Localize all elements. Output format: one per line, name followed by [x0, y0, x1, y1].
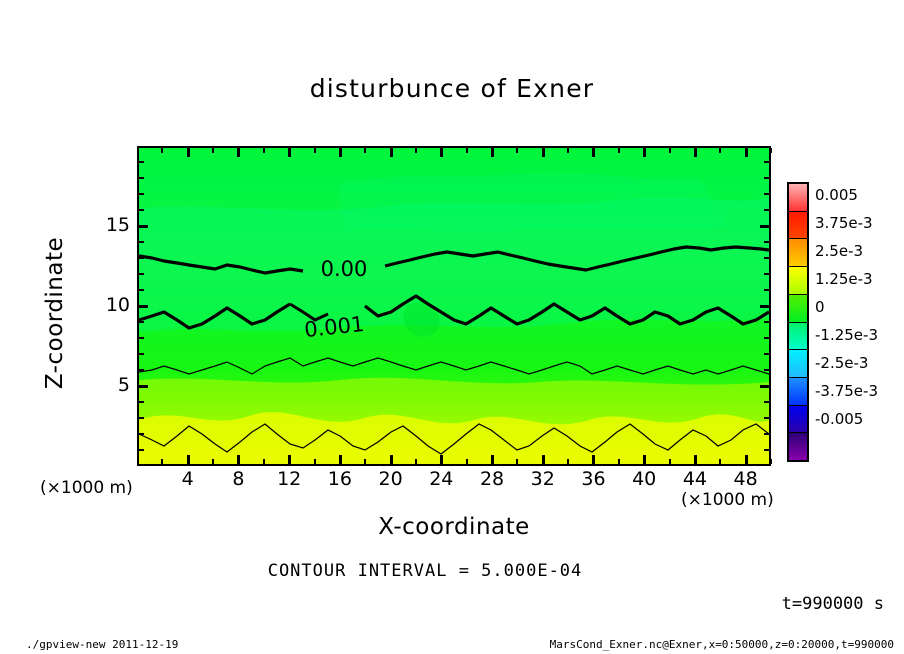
- contour-line-0.001-left: [139, 302, 291, 330]
- contour-line-0.00-left: [139, 254, 304, 275]
- x-tick-label-48: 48: [733, 468, 758, 490]
- contour-plot-area: 0.00 0.001: [137, 146, 771, 466]
- footer-command: ./gpview-new 2011-12-19: [26, 638, 179, 651]
- contour-field: 0.00 0.001: [139, 148, 769, 464]
- x-tick-label-36: 36: [581, 468, 606, 490]
- contour-line-0.00-right: [384, 245, 769, 272]
- x-tick-label-4: 4: [181, 468, 194, 490]
- x-tick-label-12: 12: [277, 468, 302, 490]
- x-tick-label-20: 20: [378, 468, 403, 490]
- colorbar-band-6: [789, 350, 807, 378]
- contour-line-0.0015: [139, 423, 769, 455]
- x-tick-label-32: 32: [530, 468, 555, 490]
- colorbar-label-4: 0: [815, 298, 825, 316]
- y-tick-label-10: 10: [105, 294, 130, 316]
- field-band-upper: [139, 197, 769, 332]
- colorbar-band-9: [789, 433, 807, 461]
- x-units-left: (×1000 m): [40, 478, 133, 498]
- colorbar-label-7: -3.75e-3: [815, 382, 878, 400]
- footer-source: MarsCond_Exner.nc@Exner,x=0:50000,z=0:20…: [549, 638, 894, 651]
- colorbar-label-6: -2.5e-3: [815, 354, 869, 372]
- colorbar-label-1: 3.75e-3: [815, 214, 873, 232]
- contour-line-0.0005: [139, 357, 769, 375]
- colorbar: [787, 182, 809, 462]
- field-patch-a: [339, 173, 729, 232]
- contour-line-0.001-right: [364, 294, 769, 326]
- field-patch-b: [403, 302, 440, 337]
- x-tick-label-16: 16: [327, 468, 352, 490]
- colorbar-label-0: 0.005: [815, 186, 858, 204]
- colorbar-label-2: 2.5e-3: [815, 242, 864, 260]
- x-axis-title: X-coordinate: [378, 514, 530, 540]
- colorbar-label-5: -1.25e-3: [815, 326, 878, 344]
- x-tick-label-24: 24: [429, 468, 454, 490]
- x-units-right: (×1000 m): [681, 490, 774, 510]
- colorbar-band-0: [789, 184, 807, 212]
- colorbar-band-8: [789, 405, 807, 434]
- y-axis-title: Z-coordinate: [42, 236, 68, 390]
- colorbar-band-7: [789, 377, 807, 406]
- colorbar-band-4: [789, 294, 807, 323]
- contour-line-0.001-mid: [289, 302, 329, 322]
- y-tick-labels: 5 10 15: [86, 146, 130, 466]
- contour-label-0.00: 0.00: [321, 257, 368, 281]
- x-tick-label-40: 40: [632, 468, 657, 490]
- x-tick-label-28: 28: [479, 468, 505, 490]
- field-band-bottom: [139, 412, 769, 464]
- contour-interval-text: CONTOUR INTERVAL = 5.000E-04: [267, 561, 583, 581]
- colorbar-band-2: [789, 239, 807, 268]
- colorbar-band-5: [789, 322, 807, 351]
- y-tick-label-5: 5: [117, 374, 130, 396]
- colorbar-label-3: 1.25e-3: [815, 270, 873, 288]
- x-tick-label-44: 44: [682, 468, 707, 490]
- colorbar-label-8: -0.005: [815, 410, 864, 428]
- page-title: disturbunce of Exner: [309, 74, 595, 103]
- time-stamp-text: t=990000 s: [781, 594, 884, 614]
- colorbar-labels: 0.005 3.75e-3 2.5e-3 1.25e-3 0 -1.25e-3 -2.5e-…: [815, 182, 903, 462]
- y-tick-label-15: 15: [105, 214, 130, 236]
- colorbar-band-1: [789, 211, 807, 240]
- x-tick-label-8: 8: [232, 468, 245, 490]
- colorbar-band-3: [789, 267, 807, 295]
